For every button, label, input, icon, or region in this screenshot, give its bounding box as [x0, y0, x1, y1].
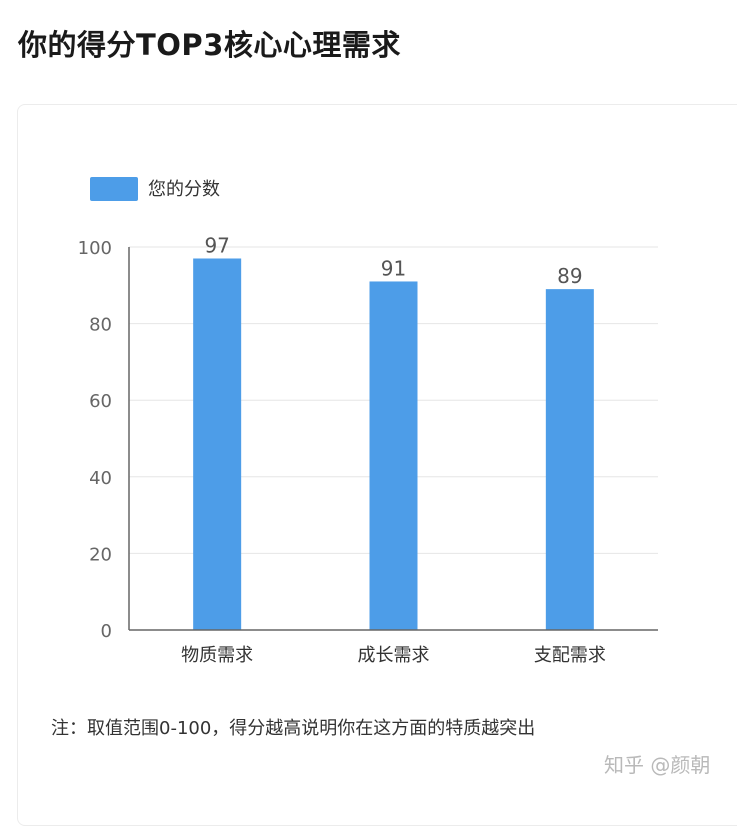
bar-chart: 您的分数 0 20 40 60 80 100 97 91 89 物质需求 成长需求 支配需求 [78, 177, 658, 666]
x-tick-label: 支配需求 [534, 645, 606, 666]
bar [545, 289, 594, 630]
bar [193, 258, 242, 630]
chart-legend[interactable]: 您的分数 [90, 177, 220, 201]
y-tick-label: 0 [101, 621, 112, 642]
y-tick-label: 100 [78, 238, 112, 259]
y-tick-label: 60 [89, 391, 112, 412]
bars [193, 258, 594, 630]
legend-swatch [90, 177, 138, 201]
y-tick-label: 20 [89, 544, 112, 565]
y-tick-label: 80 [89, 315, 112, 336]
watermark: 知乎 @颜朝 [604, 753, 711, 777]
page-title: 你的得分TOP3核心心理需求 [18, 28, 401, 62]
bar [369, 281, 418, 630]
x-tick-labels: 物质需求 成长需求 支配需求 [181, 645, 606, 666]
score-note: 注：取值范围0-100，得分越高说明你在这方面的特质越突出 [51, 718, 536, 739]
y-tick-label: 40 [89, 468, 112, 489]
axes [128, 247, 658, 631]
y-tick-labels: 0 20 40 60 80 100 [78, 238, 112, 642]
bar-value-label: 89 [557, 264, 582, 288]
x-tick-label: 成长需求 [358, 645, 430, 666]
legend-label: 您的分数 [148, 179, 220, 200]
value-labels: 97 91 89 [204, 233, 582, 288]
bar-value-label: 91 [381, 256, 406, 280]
x-tick-label: 物质需求 [181, 645, 253, 666]
bar-value-label: 97 [204, 233, 229, 257]
